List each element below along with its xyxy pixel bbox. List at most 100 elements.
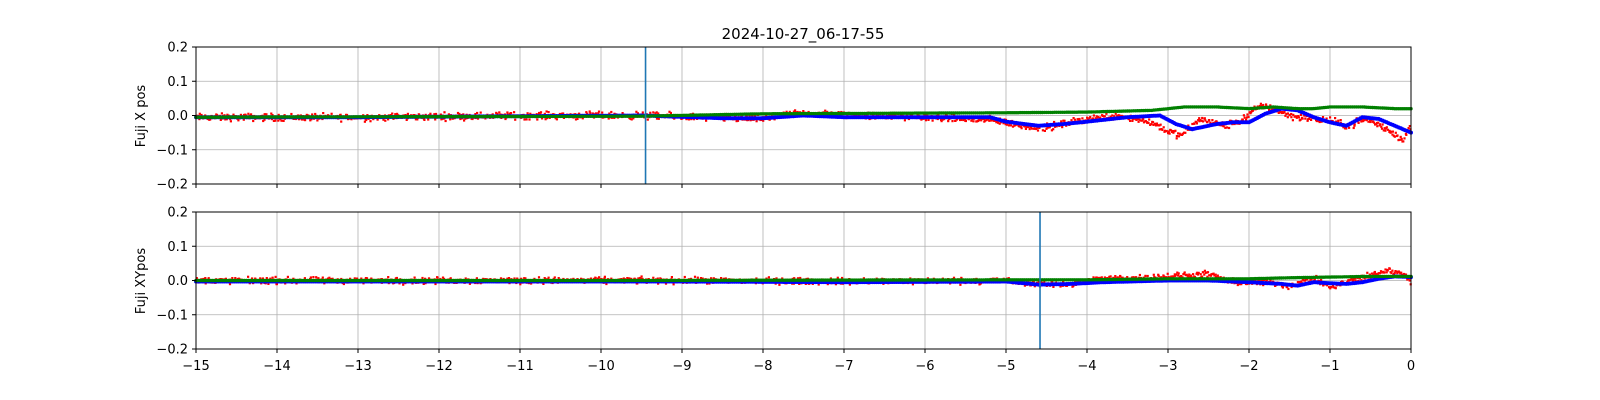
raw-point bbox=[468, 282, 471, 285]
raw-point bbox=[225, 118, 228, 121]
raw-point bbox=[1203, 273, 1206, 276]
raw-point bbox=[1030, 127, 1034, 130]
raw-point bbox=[1091, 117, 1095, 120]
raw-point bbox=[1256, 105, 1259, 108]
raw-point bbox=[1290, 285, 1293, 289]
raw-point bbox=[1262, 284, 1265, 287]
raw-point bbox=[1384, 129, 1387, 132]
raw-point bbox=[1407, 127, 1410, 130]
raw-point bbox=[610, 277, 613, 280]
raw-point bbox=[1142, 117, 1145, 121]
raw-point bbox=[1045, 127, 1048, 130]
raw-point bbox=[1081, 117, 1084, 120]
raw-point bbox=[530, 282, 533, 285]
raw-point bbox=[475, 277, 478, 280]
raw-point bbox=[699, 277, 703, 280]
raw-point bbox=[1406, 278, 1409, 281]
raw-point bbox=[1184, 131, 1187, 134]
raw-point bbox=[1203, 269, 1206, 272]
raw-point bbox=[1035, 127, 1038, 131]
raw-point bbox=[328, 276, 331, 279]
raw-point bbox=[920, 118, 923, 121]
raw-point bbox=[1334, 117, 1337, 120]
raw-point bbox=[547, 111, 550, 114]
raw-point bbox=[1242, 114, 1245, 117]
raw-point bbox=[394, 113, 397, 116]
raw-point bbox=[209, 118, 212, 121]
raw-point bbox=[601, 111, 604, 114]
raw-point bbox=[983, 119, 987, 122]
raw-point bbox=[829, 277, 832, 280]
raw-point bbox=[972, 120, 975, 123]
raw-point bbox=[1246, 113, 1249, 116]
raw-point bbox=[1196, 273, 1200, 276]
raw-point bbox=[1138, 273, 1141, 277]
raw-point bbox=[1025, 126, 1028, 129]
raw-point bbox=[1284, 114, 1287, 117]
raw-point bbox=[464, 277, 467, 280]
raw-point bbox=[239, 113, 242, 116]
raw-point bbox=[626, 277, 629, 280]
raw-point bbox=[1402, 140, 1405, 143]
raw-point bbox=[1321, 116, 1325, 119]
raw-point bbox=[1158, 124, 1161, 127]
raw-point bbox=[1322, 284, 1325, 287]
raw-point bbox=[229, 120, 232, 123]
raw-point bbox=[1361, 118, 1364, 121]
figure-title: 2024-10-27_06-17-55 bbox=[722, 25, 885, 44]
raw-point bbox=[1306, 278, 1309, 281]
raw-point bbox=[1156, 124, 1160, 127]
raw-point bbox=[1357, 121, 1360, 124]
raw-point bbox=[1150, 123, 1153, 126]
raw-point bbox=[1113, 115, 1116, 118]
raw-point bbox=[537, 276, 541, 279]
raw-point bbox=[1394, 270, 1397, 273]
raw-point bbox=[1117, 276, 1120, 279]
raw-point bbox=[613, 116, 616, 119]
raw-point bbox=[1398, 138, 1401, 141]
raw-point bbox=[639, 277, 642, 280]
raw-point bbox=[507, 277, 511, 280]
raw-point bbox=[1391, 269, 1394, 272]
raw-point bbox=[405, 118, 408, 121]
raw-point bbox=[1310, 118, 1313, 121]
raw-point bbox=[414, 118, 417, 121]
raw-point bbox=[1199, 119, 1202, 122]
raw-point bbox=[673, 117, 676, 120]
y-axis-label-x-pos: Fuji X pos bbox=[134, 85, 149, 148]
raw-point bbox=[1399, 135, 1402, 138]
raw-point bbox=[562, 277, 565, 281]
raw-point bbox=[1175, 137, 1178, 140]
raw-point bbox=[591, 112, 594, 115]
raw-point bbox=[1028, 128, 1031, 131]
raw-point bbox=[992, 119, 995, 122]
raw-point bbox=[442, 277, 446, 280]
raw-point bbox=[349, 277, 352, 280]
raw-point bbox=[796, 277, 800, 280]
raw-point bbox=[1161, 128, 1164, 131]
raw-point bbox=[252, 119, 255, 123]
raw-point bbox=[413, 276, 416, 279]
raw-point bbox=[1195, 120, 1198, 124]
raw-point bbox=[978, 118, 981, 121]
raw-point bbox=[1121, 276, 1124, 279]
raw-point bbox=[315, 276, 318, 279]
raw-point bbox=[1198, 117, 1201, 120]
raw-point bbox=[1171, 130, 1175, 133]
raw-point bbox=[670, 276, 673, 279]
raw-point bbox=[817, 283, 820, 286]
raw-point bbox=[1175, 135, 1178, 138]
raw-point bbox=[1385, 271, 1388, 274]
raw-point bbox=[1369, 120, 1372, 124]
raw-point bbox=[1388, 267, 1391, 270]
raw-point bbox=[1286, 112, 1289, 115]
raw-point bbox=[1204, 119, 1207, 122]
raw-point bbox=[826, 283, 829, 286]
raw-point bbox=[1222, 125, 1225, 128]
raw-point bbox=[274, 119, 277, 122]
raw-point bbox=[1099, 116, 1102, 119]
raw-point bbox=[668, 110, 671, 113]
raw-point bbox=[1119, 275, 1122, 278]
raw-point bbox=[1146, 274, 1149, 278]
raw-point bbox=[1072, 284, 1075, 288]
